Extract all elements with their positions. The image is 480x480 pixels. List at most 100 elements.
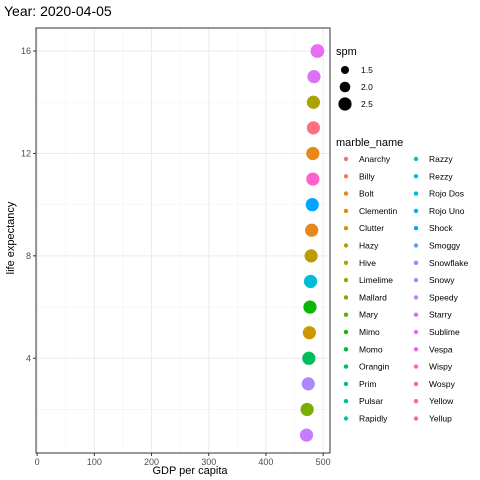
size-legend-title: spm bbox=[336, 46, 357, 58]
color-legend-key bbox=[413, 208, 419, 214]
y-axis-ticks: 4 8 12 16 bbox=[21, 46, 36, 363]
color-legend-label: Starry bbox=[429, 310, 452, 320]
data-point bbox=[299, 428, 314, 442]
color-legend-key bbox=[343, 416, 349, 421]
color-legend-label: Rojo Uno bbox=[429, 206, 465, 216]
data-point bbox=[301, 377, 315, 391]
color-legend-title: marble_name bbox=[336, 137, 403, 149]
color-legend-key bbox=[413, 381, 419, 387]
color-legend-key bbox=[413, 347, 419, 352]
color-legend-label: Rapidly bbox=[359, 414, 388, 424]
x-tick-label: 300 bbox=[201, 457, 216, 467]
size-legend-key bbox=[341, 66, 349, 74]
data-point bbox=[302, 351, 316, 365]
color-legend-label: Mary bbox=[359, 310, 379, 320]
color-legend-key bbox=[343, 381, 349, 387]
color-legend-label: Orangin bbox=[359, 362, 390, 372]
size-legend-key bbox=[338, 97, 352, 111]
plot-panel bbox=[35, 27, 331, 454]
color-legend-key bbox=[343, 364, 349, 369]
color-legend-label: Momo bbox=[359, 344, 383, 354]
y-tick-label: 16 bbox=[21, 46, 31, 56]
color-legend-label: Clutter bbox=[359, 223, 384, 233]
color-legend-label: Razzy bbox=[429, 154, 453, 164]
x-tick-label: 200 bbox=[144, 457, 159, 467]
color-legend-label: Hive bbox=[359, 258, 376, 268]
color-legend-key bbox=[343, 174, 349, 179]
color-legend-label: Snowy bbox=[429, 275, 455, 285]
color-legend-key bbox=[413, 226, 419, 231]
size-legend-label: 2.5 bbox=[361, 99, 373, 109]
color-legend-key bbox=[413, 191, 419, 196]
color-legend-key bbox=[413, 416, 419, 421]
color-legend-label: Wospy bbox=[429, 379, 456, 389]
color-legend-label: Rojo Dos bbox=[429, 189, 464, 199]
x-tick-label: 400 bbox=[258, 457, 273, 467]
data-point bbox=[306, 146, 320, 161]
color-legend-label: Shock bbox=[429, 223, 453, 233]
data-point bbox=[306, 172, 320, 186]
color-legend-key bbox=[343, 243, 349, 248]
data-point bbox=[303, 300, 317, 314]
data-points bbox=[299, 44, 325, 442]
size-legend: 1.5 2.0 2.5 bbox=[338, 65, 373, 111]
color-legend-label: Yellup bbox=[429, 414, 452, 424]
color-legend-label: Anarchy bbox=[359, 154, 391, 164]
color-legend-label: Billy bbox=[359, 171, 375, 181]
color-legend-key bbox=[343, 208, 349, 214]
y-tick-label: 12 bbox=[21, 148, 31, 158]
color-legend-key bbox=[413, 156, 419, 162]
color-legend-label: Speedy bbox=[429, 292, 459, 302]
color-legend-key bbox=[343, 156, 349, 162]
color-legend-label: Hazy bbox=[359, 241, 379, 251]
color-legend-label: Yellow bbox=[429, 396, 454, 406]
color-legend-key bbox=[343, 312, 349, 317]
color-legend-key bbox=[343, 226, 349, 231]
color-legend-label: Limelime bbox=[359, 275, 393, 285]
color-legend-label: Vespa bbox=[429, 344, 453, 354]
color-legend-label: Pulsar bbox=[359, 396, 383, 406]
size-legend-label: 1.5 bbox=[361, 65, 373, 75]
color-legend-key bbox=[413, 174, 419, 179]
y-axis-title: life expectancy bbox=[5, 201, 17, 274]
color-legend-key bbox=[413, 295, 419, 300]
color-legend-key bbox=[343, 295, 349, 300]
data-point bbox=[303, 274, 318, 289]
x-tick-label: 500 bbox=[316, 457, 331, 467]
color-legend-key bbox=[413, 312, 419, 317]
color-legend-label: Mallard bbox=[359, 292, 387, 302]
color-legend-key bbox=[343, 277, 349, 283]
color-legend-key bbox=[343, 347, 349, 352]
color-legend-key bbox=[343, 399, 349, 404]
data-point bbox=[302, 326, 317, 340]
color-legend-key bbox=[413, 364, 419, 369]
color-legend-key bbox=[413, 329, 419, 335]
data-point bbox=[307, 70, 321, 84]
color-legend-label: Sublime bbox=[429, 327, 460, 337]
color-legend-label: Bolt bbox=[359, 189, 374, 199]
y-tick-label: 4 bbox=[26, 353, 31, 363]
data-point bbox=[306, 95, 321, 109]
color-legend-key bbox=[413, 243, 419, 248]
data-point bbox=[304, 249, 318, 263]
color-legend-label: Rezzy bbox=[429, 171, 453, 181]
chart-title: Year: 2020-04-05 bbox=[4, 3, 112, 19]
color-legend-label: Smoggy bbox=[429, 241, 461, 251]
color-legend-key bbox=[343, 191, 349, 196]
color-legend-label: Prim bbox=[359, 379, 376, 389]
data-point bbox=[306, 121, 321, 135]
color-legend-label: Snowflake bbox=[429, 258, 468, 268]
color-legend-key bbox=[413, 399, 419, 404]
data-point bbox=[310, 44, 325, 58]
x-tick-label: 100 bbox=[87, 457, 102, 467]
color-legend: Anarchy Billy Bolt Clementin Clutter Hazy Hive… bbox=[343, 154, 468, 424]
data-point bbox=[305, 198, 319, 212]
color-legend-label: Clementin bbox=[359, 206, 398, 216]
data-point bbox=[305, 223, 319, 237]
x-axis-ticks: 0 100 200 300 400 500 bbox=[35, 453, 331, 467]
color-legend-label: Wispy bbox=[429, 362, 453, 372]
color-legend-label: Mimo bbox=[359, 327, 380, 337]
data-point bbox=[300, 402, 314, 417]
color-legend-key bbox=[343, 329, 349, 335]
